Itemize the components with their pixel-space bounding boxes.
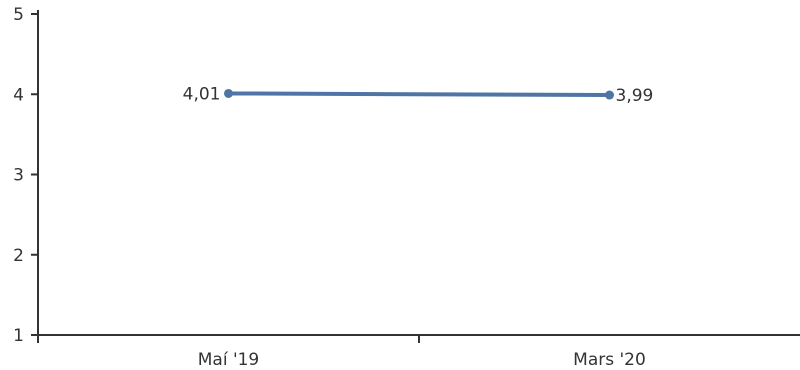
series-group: 4,01 3,99 [183, 84, 654, 106]
x-axis: Maí '19 Mars '20 [37, 334, 800, 370]
data-point [224, 88, 233, 98]
y-tick-label: 1 [13, 326, 24, 346]
y-axis: 1 2 3 4 5 [13, 5, 39, 346]
x-tick-label: Mars '20 [573, 350, 646, 370]
data-label: 4,01 [183, 84, 221, 104]
data-point [605, 90, 614, 100]
y-tick-label: 2 [13, 246, 24, 266]
y-tick-label: 3 [13, 166, 24, 186]
series-line [226, 91, 612, 98]
y-tick-label: 4 [13, 85, 24, 105]
x-tick-label: Maí '19 [198, 350, 260, 370]
y-tick-label: 5 [13, 5, 24, 25]
data-label: 3,99 [616, 86, 654, 106]
